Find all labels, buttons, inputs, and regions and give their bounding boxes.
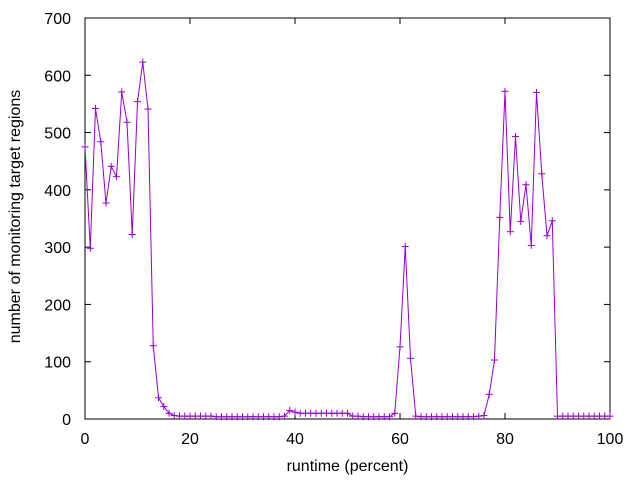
y-tick-label: 400: [44, 183, 71, 200]
data-point-marker: [97, 138, 105, 146]
plot-frame: [84, 17, 611, 420]
data-point-marker: [123, 118, 131, 126]
x-tick-label: 60: [391, 431, 409, 448]
data-point-marker: [412, 412, 420, 420]
axis-tick-labels: 0 20 40 60 80 100 0 100 200 300 400 500 600 700: [44, 11, 623, 448]
x-tick-label: 40: [286, 431, 304, 448]
data-point-marker: [81, 143, 89, 151]
data-point-marker: [527, 241, 535, 249]
data-point-marker: [407, 354, 414, 362]
data-point-marker: [102, 199, 110, 207]
data-point-marker: [386, 413, 393, 421]
axis-ticks: [84, 17, 611, 420]
data-point-marker: [118, 88, 126, 96]
series-line: [84, 62, 610, 418]
data-point-marker: [548, 217, 556, 225]
data-point-marker: [144, 105, 152, 113]
y-tick-label: 600: [44, 68, 71, 85]
data-point-marker: [538, 170, 546, 178]
data-point-marker: [470, 413, 477, 421]
data-point-marker: [281, 412, 288, 420]
y-tick-label: 700: [44, 11, 71, 28]
data-point-marker: [543, 232, 551, 240]
y-tick-label: 300: [44, 240, 71, 257]
data-point-marker: [170, 412, 178, 420]
data-point-marker: [286, 406, 294, 414]
data-point-marker: [113, 173, 120, 181]
x-tick-label: 80: [496, 431, 514, 448]
data-point-marker: [496, 213, 504, 221]
data-point-marker: [522, 181, 530, 189]
x-tick-label: 20: [181, 431, 199, 448]
data-point-marker: [512, 133, 519, 141]
y-tick-label: 100: [44, 355, 71, 372]
data-point-marker: [149, 342, 157, 350]
data-point-marker: [485, 390, 493, 398]
data-point-marker: [354, 412, 362, 420]
x-tick-label: 0: [81, 431, 90, 448]
data-point-marker: [391, 409, 399, 417]
y-tick-label: 500: [44, 126, 71, 143]
y-axis-title: number of monitoring target regions: [7, 90, 24, 343]
data-point-marker: [533, 88, 540, 96]
data-point-marker: [86, 244, 94, 252]
data-point-marker: [139, 58, 147, 66]
y-tick-label: 200: [44, 297, 71, 314]
data-point-marker: [128, 231, 136, 239]
data-point-marker: [134, 98, 141, 106]
data-point-marker: [155, 394, 162, 402]
y-tick-label: 0: [62, 412, 71, 429]
data-point-marker: [160, 402, 168, 410]
data-point-marker: [344, 409, 351, 417]
data-point-marker: [165, 409, 173, 417]
data-point-marker: [291, 408, 299, 416]
data-point-marker: [92, 105, 99, 113]
data-point-marker: [207, 412, 215, 420]
data-point-marker: [475, 412, 483, 420]
data-point-marker: [501, 87, 509, 95]
data-point-marker: [275, 413, 283, 421]
x-axis-title: runtime (percent): [287, 458, 409, 475]
x-tick-label: 100: [597, 431, 624, 448]
data-point-marker: [606, 412, 614, 420]
series-markers: [81, 58, 614, 421]
data-point-marker: [480, 412, 488, 420]
data-point-marker: [107, 162, 115, 170]
data-point-marker: [506, 228, 514, 236]
data-point-marker: [517, 217, 525, 225]
data-point-marker: [396, 343, 404, 351]
data-point-marker: [491, 356, 498, 364]
data-point-marker: [401, 243, 409, 251]
